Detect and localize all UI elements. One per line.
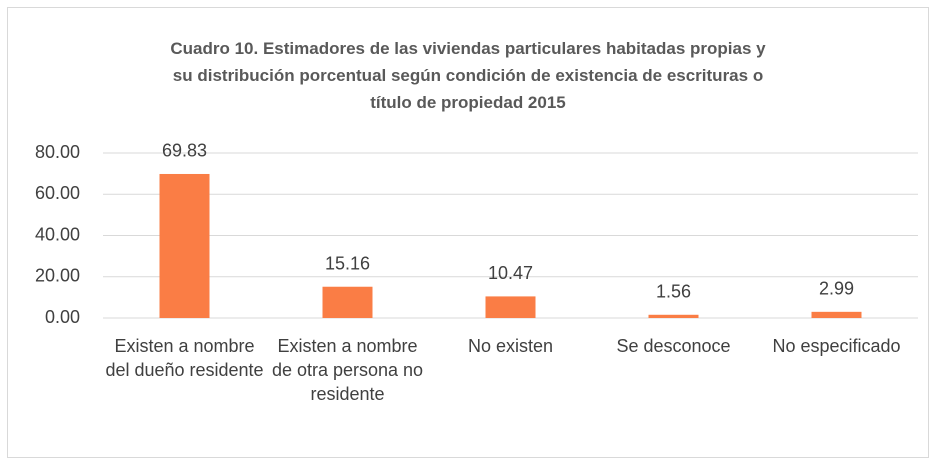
y-tick-label: 40.00 [35, 224, 80, 244]
data-label: 10.47 [488, 263, 533, 283]
x-tick-label: Existen a nombre de otra persona no resi… [271, 336, 424, 404]
data-label: 15.16 [325, 253, 370, 273]
x-tick-label: No existen [467, 336, 554, 356]
y-tick-label: 0.00 [45, 307, 80, 327]
bar [159, 173, 210, 318]
bar [485, 296, 536, 318]
data-label: 1.56 [656, 282, 691, 302]
x-tick-label: No especificado [772, 336, 901, 356]
bar [811, 311, 862, 318]
x-tick-label: Existen a nombre del dueño residente [105, 336, 264, 380]
y-tick-label: 60.00 [35, 183, 80, 203]
x-tick-label: Se desconoce [616, 336, 731, 356]
chart-border [7, 7, 929, 458]
data-label: 69.83 [162, 141, 207, 161]
data-label: 2.99 [819, 279, 854, 299]
y-tick-label: 20.00 [35, 266, 80, 286]
bar [322, 286, 373, 318]
y-tick-label: 80.00 [35, 142, 80, 162]
bar [648, 314, 699, 318]
chart-title: Cuadro 10. Estimadores de las viviendas … [170, 39, 766, 112]
